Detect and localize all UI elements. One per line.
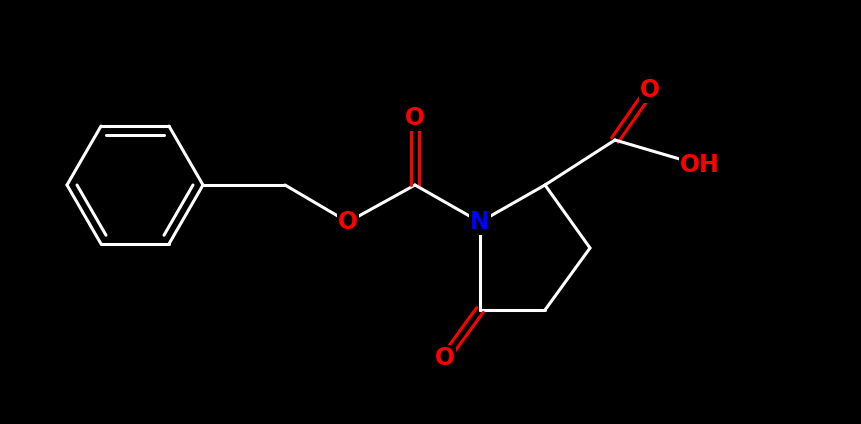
Text: O: O (338, 210, 357, 234)
Text: O: O (435, 346, 455, 370)
Text: N: N (469, 210, 489, 234)
Text: OH: OH (679, 153, 719, 177)
Text: O: O (639, 78, 660, 102)
Text: O: O (405, 106, 424, 130)
